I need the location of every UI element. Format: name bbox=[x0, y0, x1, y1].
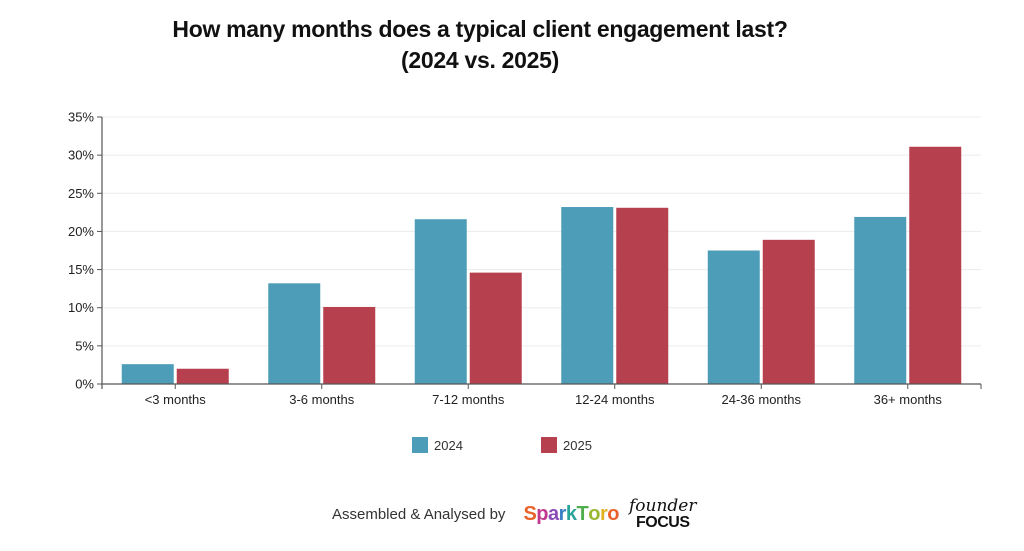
bar-2025-0 bbox=[176, 368, 229, 384]
sparktoro-logo-letter: S bbox=[523, 503, 537, 525]
sparktoro-logo-letter: k bbox=[565, 503, 577, 525]
bar-2025-4 bbox=[762, 239, 815, 384]
x-tick-label: 3-6 months bbox=[289, 392, 355, 407]
x-tick-label: 36+ months bbox=[874, 392, 943, 407]
legend-label-2024: 2024 bbox=[434, 437, 463, 453]
bar-2024-3 bbox=[561, 207, 614, 384]
sparktoro-logo-letter: o bbox=[607, 503, 619, 525]
sparktoro-logo-letter: r bbox=[599, 503, 608, 525]
axes bbox=[101, 117, 982, 389]
sparktoro-logo-letter: p bbox=[536, 503, 548, 525]
bar-2024-4 bbox=[707, 250, 760, 384]
x-tick-label: 24-36 months bbox=[722, 392, 802, 407]
y-tick-label: 5% bbox=[75, 338, 94, 353]
chart-title: How many months does a typical client en… bbox=[0, 14, 960, 76]
bar-2024-0 bbox=[121, 364, 174, 384]
bar-2025-5 bbox=[909, 146, 962, 384]
gridlines bbox=[102, 116, 981, 347]
bar-2024-1 bbox=[268, 283, 321, 384]
y-tick-label: 30% bbox=[68, 148, 94, 163]
y-tick-label: 0% bbox=[75, 377, 94, 392]
legend-label-2025: 2025 bbox=[563, 437, 592, 453]
legend-swatch-2025 bbox=[541, 437, 557, 453]
x-axis-ticks: <3 months 3-6 months 7-12 months 12-24 mont… bbox=[145, 384, 943, 407]
sparktoro-logo-letter: o bbox=[588, 503, 600, 525]
credit-text: Assembled & Analysed by bbox=[332, 506, 506, 523]
chart-title-main: How many months does a typical client en… bbox=[172, 16, 788, 42]
y-tick-label: 25% bbox=[68, 186, 94, 201]
bar-chart: 0% 5% 10% 15% 20% 25% 30% 35% <3 months 3-6 mont… bbox=[68, 110, 982, 407]
x-tick-label: <3 months bbox=[145, 392, 207, 407]
bar-2025-2 bbox=[469, 272, 522, 384]
founder-focus-logo: founder FOCUS bbox=[629, 498, 697, 531]
x-tick-label: 7-12 months bbox=[432, 392, 505, 407]
y-tick-label: 35% bbox=[68, 110, 94, 125]
founder-focus-logo-bottom: FOCUS bbox=[636, 514, 690, 531]
sparktoro-logo-letter: r bbox=[558, 503, 567, 525]
x-tick-label: 12-24 months bbox=[575, 392, 655, 407]
sparktoro-logo-letter: T bbox=[576, 503, 589, 525]
y-tick-label: 10% bbox=[68, 300, 94, 315]
bar-2025-3 bbox=[616, 207, 669, 384]
sparktoro-logo: SparkToro bbox=[523, 503, 619, 526]
chart-subtitle: (2024 vs. 2025) bbox=[401, 47, 559, 73]
bars bbox=[121, 146, 962, 384]
legend-item-2024[interactable]: 2024 bbox=[412, 437, 463, 453]
bar-2024-2 bbox=[414, 219, 467, 384]
y-tick-label: 20% bbox=[68, 224, 94, 239]
sparktoro-logo-letter: a bbox=[548, 503, 559, 525]
y-axis-ticks: 0% 5% 10% 15% 20% 25% 30% 35% bbox=[68, 110, 102, 392]
bar-2025-1 bbox=[323, 306, 376, 384]
legend-item-2025[interactable]: 2025 bbox=[541, 437, 592, 453]
y-tick-label: 15% bbox=[68, 262, 94, 277]
founder-focus-logo-top: founder bbox=[629, 496, 697, 516]
footer-credits: Assembled & Analysed by SparkToro founde… bbox=[332, 498, 697, 531]
legend-swatch-2024 bbox=[412, 437, 428, 453]
bar-2024-5 bbox=[854, 216, 907, 384]
